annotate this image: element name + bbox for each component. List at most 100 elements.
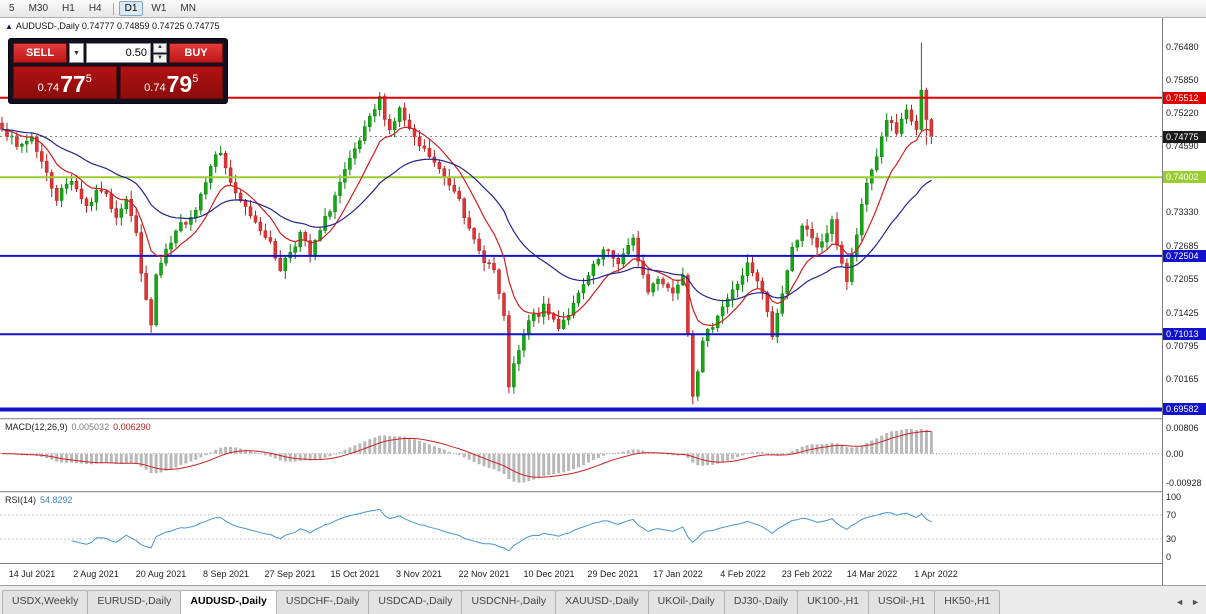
price-tick: 0.71425 [1166,308,1199,318]
date-label: 20 Aug 2021 [135,569,187,579]
symbol-ohlc-text: AUDUSD-,Daily 0.74777 0.74859 0.74725 0.… [15,21,220,31]
price-pane: ▲ AUDUSD-,Daily 0.74777 0.74859 0.74725 0… [0,18,1162,418]
date-label: 27 Sep 2021 [264,569,316,579]
price-tag-0.71013: 0.71013 [1163,328,1206,340]
date-label: 3 Nov 2021 [395,569,443,579]
price-tag-0.72504: 0.72504 [1163,250,1206,262]
tab-usdx-weekly[interactable]: USDX,Weekly [2,590,89,614]
price-tag-0.74002: 0.74002 [1163,171,1206,183]
sell-price-prefix: 0.74 [37,82,60,94]
rsi-tick: 30 [1166,534,1177,544]
macd-pane: MACD(12,26,9) 0.005032 0.006290 [0,420,1162,491]
sell-price-sup: 5 [85,73,92,85]
rsi-tick: 70 [1166,510,1177,520]
macd-tick: -0.00928 [1166,478,1202,488]
timeframe-w1[interactable]: W1 [151,3,167,14]
tab-hk50-h1[interactable]: HK50-,H1 [934,590,1001,614]
timeframe-d1[interactable]: D1 [118,1,144,16]
price-tick: 0.75220 [1166,108,1199,118]
timeframe-toolbar: 5 M30 H1 H4 D1 W1 MN [0,0,1206,18]
timeframe-h4[interactable]: H4 [88,3,102,14]
price-tick: 0.73330 [1166,207,1199,217]
timeframe-h1[interactable]: H1 [62,3,75,14]
tab-scroll-controls: ◄ ► [1175,597,1200,607]
price-tick: 0.72685 [1166,241,1199,251]
buy-price-prefix: 0.74 [144,82,166,94]
pane-divider[interactable] [0,418,1206,420]
volume-down-button[interactable]: ▼ [153,53,167,63]
one-click-panel-toggle-icon[interactable]: ▲ [5,22,13,31]
tab-uk100-h1[interactable]: UK100-,H1 [797,590,870,614]
tab-xauusd-daily[interactable]: XAUUSD-,Daily [555,590,649,614]
price-tick: 0.75850 [1166,75,1199,85]
tab-audusd-daily[interactable]: AUDUSD-,Daily [180,590,277,614]
volume-dropdown-button[interactable]: ▼ [69,43,84,63]
tabs-scroll-right-button[interactable]: ► [1191,597,1200,607]
rsi-pane: RSI(14) 54.8292 [0,493,1162,563]
rsi-tick: 100 [1166,492,1182,502]
macd-chart[interactable] [0,420,1162,491]
pane-divider[interactable] [0,491,1206,493]
price-tag-0.69582: 0.69582 [1163,403,1206,415]
volume-up-button[interactable]: ▲ [153,43,167,53]
volume-spinner: ▲ ▼ [153,43,167,63]
time-axis[interactable]: 14 Jul 2021 2 Aug 2021 20 Aug 2021 8 Sep 20… [0,563,1162,586]
tab-ukoil-daily[interactable]: UKOil-,Daily [647,590,725,614]
tab-usoil-h1[interactable]: USOil-,H1 [868,590,936,614]
date-label: 14 Mar 2022 [846,569,898,579]
tabs-scroll-left-button[interactable]: ◄ [1175,597,1185,607]
price-tick: 0.70165 [1166,374,1199,384]
tab-usdchf-daily[interactable]: USDCHF-,Daily [275,590,370,614]
macd-value-signal: 0.006290 [113,422,151,432]
price-tick: 0.72055 [1166,274,1199,284]
candlestick-chart[interactable] [0,18,1162,418]
date-label: 4 Feb 2022 [720,569,766,579]
price-axis[interactable]: 0.76480 0.75850 0.75220 0.74590 0.73330 0.726… [1162,18,1206,585]
rsi-value: 54.8292 [40,495,73,505]
date-label: 29 Dec 2021 [587,569,639,579]
date-label: 2 Aug 2021 [73,569,119,579]
date-label: 23 Feb 2022 [781,569,833,579]
date-label: 22 Nov 2021 [458,569,510,579]
rsi-indicator-label: RSI(14) 54.8292 [5,495,73,505]
toolbar-separator [112,2,114,15]
chart-tabs: USDX,Weekly EURUSD-,Daily AUDUSD-,Daily USD… [0,590,1001,614]
date-label: 15 Oct 2021 [330,569,380,579]
tab-dj30-daily[interactable]: DJ30-,Daily [723,590,799,614]
sell-price[interactable]: 0.74 77 5 [13,66,117,99]
chart-tabs-bar: USDX,Weekly EURUSD-,Daily AUDUSD-,Daily USD… [0,585,1206,614]
price-tag-0.74775: 0.74775 [1163,131,1206,143]
tab-eurusd-daily[interactable]: EURUSD-,Daily [87,590,182,614]
buy-price[interactable]: 0.74 79 5 [119,66,223,99]
symbol-info: ▲ AUDUSD-,Daily 0.74777 0.74859 0.74725 0… [5,21,220,31]
price-tick: 0.74590 [1166,141,1199,151]
volume-input[interactable] [86,43,151,63]
sell-price-big: 77 [60,71,86,97]
price-tick: 0.70795 [1166,341,1199,351]
macd-indicator-label: MACD(12,26,9) 0.005032 0.006290 [5,422,151,432]
price-tick: 0.76480 [1166,42,1199,52]
price-tag-0.75512: 0.75512 [1163,92,1206,104]
chart-region: ▲ AUDUSD-,Daily 0.74777 0.74859 0.74725 0… [0,18,1206,586]
timeframe-m30[interactable]: M30 [28,3,49,14]
timeframe-mn[interactable]: MN [180,3,196,14]
tab-usdcad-daily[interactable]: USDCAD-,Daily [368,590,463,614]
date-label: 8 Sep 2021 [202,569,250,579]
sell-button[interactable]: SELL [13,43,67,63]
rsi-chart[interactable] [0,493,1162,563]
date-label: 14 Jul 2021 [8,569,56,579]
buy-price-big: 79 [166,71,193,97]
macd-value-main: 0.005032 [71,422,110,432]
rsi-tick: 0 [1166,552,1172,562]
date-label: 17 Jan 2022 [653,569,703,579]
macd-name: MACD(12,26,9) [5,422,68,432]
buy-button[interactable]: BUY [169,43,223,63]
timeframe-5[interactable]: 5 [9,3,15,14]
buy-price-sup: 5 [192,73,199,85]
tab-usdcnh-daily[interactable]: USDCNH-,Daily [461,590,557,614]
rsi-name: RSI(14) [5,495,37,505]
date-label: 10 Dec 2021 [523,569,575,579]
macd-tick: 0.00 [1166,449,1184,459]
date-label: 1 Apr 2022 [914,569,958,579]
